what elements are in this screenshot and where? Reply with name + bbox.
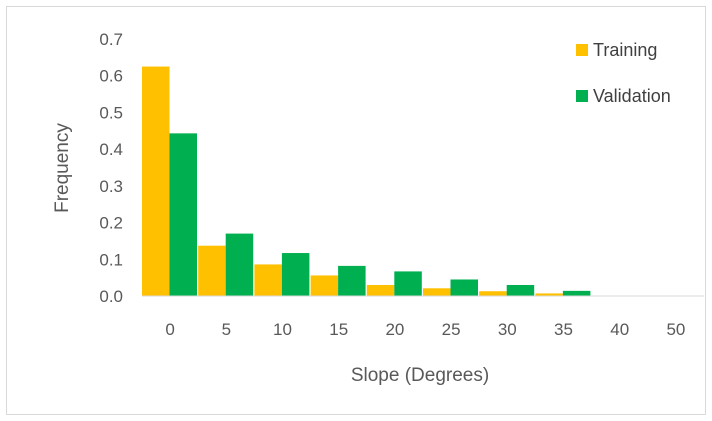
- bar-training-25: [423, 288, 451, 296]
- y-tick-label: 0.1: [99, 250, 123, 269]
- x-tick-label: 0: [165, 320, 174, 339]
- bar-validation-15: [338, 265, 366, 296]
- bar-training-30: [479, 291, 507, 296]
- bar-group: [142, 66, 620, 296]
- y-tick-label: 0.7: [99, 30, 123, 49]
- bar-training-15: [310, 275, 339, 296]
- bar-training-5: [198, 245, 226, 296]
- y-tick-label: 0.4: [99, 140, 123, 159]
- bar-validation-5: [225, 233, 254, 296]
- x-tick-label: 50: [666, 320, 685, 339]
- legend-label-validation: Validation: [593, 86, 671, 106]
- x-tick-label: 15: [329, 320, 348, 339]
- y-tick-label: 0.5: [99, 103, 123, 122]
- legend-swatch-training: [576, 44, 588, 56]
- y-tick-label: 0.2: [99, 214, 123, 233]
- y-axis-title: Frequency: [52, 123, 73, 213]
- x-tick-label: 5: [222, 320, 231, 339]
- x-tick-label: 20: [385, 320, 404, 339]
- x-tick-label: 35: [554, 320, 573, 339]
- chart-frame: [6, 6, 706, 415]
- y-tick-labels: 0.0 0.1 0.2 0.3 0.4 0.5 0.6 0.7: [99, 30, 123, 306]
- x-tick-labels: 0 5 10 15 20 25 30 35 40 50: [165, 320, 685, 339]
- bar-validation-35: [562, 290, 591, 296]
- y-tick-label: 0.3: [99, 177, 123, 196]
- x-tick-label: 25: [442, 320, 461, 339]
- y-tick-label: 0.0: [99, 287, 123, 306]
- bar-validation-0: [169, 133, 197, 296]
- x-axis-title: Slope (Degrees): [351, 365, 489, 386]
- legend-label-training: Training: [593, 40, 657, 60]
- x-tick-label: 10: [273, 320, 292, 339]
- bar-validation-30: [506, 284, 535, 296]
- bar-training-10: [254, 264, 282, 296]
- bar-training-35: [535, 293, 563, 296]
- x-tick-label: 30: [498, 320, 517, 339]
- x-tick-label: 40: [610, 320, 629, 339]
- legend: Training Validation: [576, 40, 671, 106]
- bar-training-20: [366, 284, 395, 296]
- bar-validation-25: [450, 279, 478, 296]
- legend-swatch-validation: [576, 90, 588, 102]
- bar-training-0: [142, 66, 170, 296]
- bar-validation-20: [394, 271, 422, 296]
- bar-validation-10: [281, 253, 310, 296]
- y-tick-label: 0.6: [99, 67, 123, 86]
